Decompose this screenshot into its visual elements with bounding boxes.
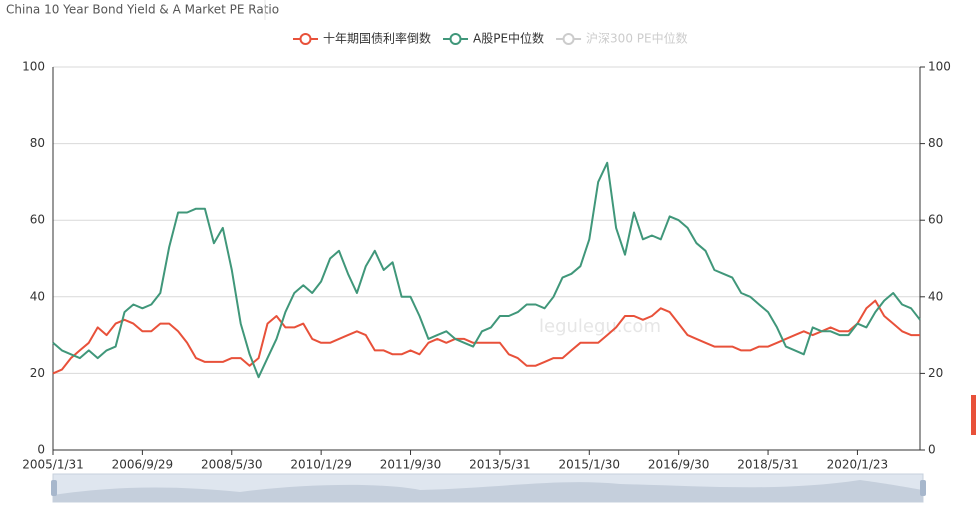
x-tick-label: 2010/1/29	[290, 458, 352, 472]
chart-title: China 10 Year Bond Yield & A Market PE R…	[6, 3, 279, 17]
y2-tick-label: 60	[928, 213, 943, 227]
legend-label[interactable]: A股PE中位数	[473, 31, 544, 46]
y-tick-label: 40	[30, 289, 45, 303]
legend-icon	[562, 33, 575, 45]
x-tick-label: 2005/1/31	[22, 458, 84, 472]
y2-tick-label: 100	[928, 60, 951, 74]
watermark: legulegu.com	[539, 316, 661, 337]
y-tick-label: 100	[22, 60, 45, 74]
x-tick-label: 2020/1/23	[827, 458, 889, 472]
x-tick-label: 2015/1/30	[559, 458, 621, 472]
y-tick-label: 0	[37, 443, 45, 457]
y-tick-label: 80	[30, 136, 45, 150]
series-line	[52, 299, 920, 375]
x-tick-label: 2006/9/29	[112, 458, 174, 472]
y2-tick-label: 40	[928, 289, 943, 303]
x-tick-label: 2013/5/31	[469, 458, 531, 472]
y2-tick-label: 80	[928, 136, 943, 150]
zoom-handle[interactable]	[51, 480, 57, 496]
legend-label[interactable]: 十年期国债利率倒数	[323, 31, 431, 46]
legend-label[interactable]: 沪深300 PE中位数	[586, 31, 688, 46]
x-tick-label: 2018/5/31	[737, 458, 799, 472]
y2-tick-label: 0	[928, 443, 936, 457]
legend-icon	[299, 33, 312, 45]
zoom-handle[interactable]	[920, 480, 926, 496]
x-tick-label: 2011/9/30	[380, 458, 442, 472]
x-tick-label: 2016/9/30	[648, 458, 710, 472]
series-line	[52, 161, 921, 379]
side-tab[interactable]	[971, 395, 976, 435]
zoom-preview	[53, 480, 923, 502]
x-tick-label: 2008/5/30	[201, 458, 263, 472]
y2-tick-label: 20	[928, 366, 943, 380]
y-tick-label: 20	[30, 366, 45, 380]
y-tick-label: 60	[30, 213, 45, 227]
legend-icon	[449, 33, 462, 45]
